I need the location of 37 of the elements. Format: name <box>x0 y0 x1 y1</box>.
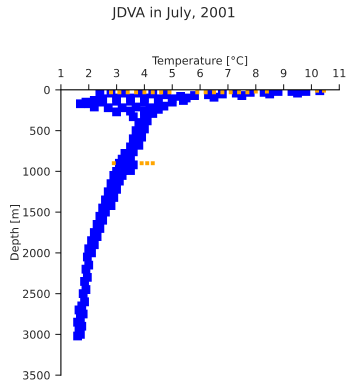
x-tick-label: 11 <box>333 69 346 78</box>
point <box>134 90 138 94</box>
y-axis-title: Depth [m] <box>10 205 21 260</box>
point <box>126 90 130 94</box>
point <box>195 90 200 94</box>
point <box>228 90 233 94</box>
point <box>142 90 146 94</box>
point <box>212 90 216 94</box>
y-tick-label: 500 <box>30 126 50 135</box>
x-tick-label: 2 <box>86 68 92 78</box>
y-tick-label: 1500 <box>23 208 50 217</box>
x-tick-label: 9 <box>280 68 286 78</box>
y-tick-label: 3000 <box>23 330 50 339</box>
y-tick-label: 2000 <box>23 248 50 258</box>
point <box>237 90 242 94</box>
x-tick-label: 6 <box>197 68 203 78</box>
y-tick-label: 3500 <box>23 371 50 380</box>
x-tick-label: 8 <box>253 68 259 78</box>
chart-title: JDVA in July, 2001 <box>112 6 234 20</box>
x-tick-label: 10 <box>306 68 318 78</box>
x-tick-label: 7 <box>225 69 231 78</box>
point <box>112 161 116 166</box>
x-tick-label: 5 <box>170 69 175 78</box>
point <box>245 90 250 94</box>
x-tick-label: 1 <box>58 69 64 78</box>
point <box>117 90 122 94</box>
x-tick-label: 3 <box>114 68 120 78</box>
point <box>145 161 150 166</box>
point <box>140 161 144 166</box>
point <box>204 90 208 94</box>
x-tick-label: 4 <box>141 69 148 78</box>
point <box>159 90 164 94</box>
x-axis-title: Temperature [°C] <box>152 56 248 67</box>
y-tick-label: 2500 <box>23 290 50 298</box>
point <box>168 90 172 94</box>
y-tick-label: 1000 <box>23 167 50 176</box>
y-tick-label: 0 <box>44 86 50 94</box>
